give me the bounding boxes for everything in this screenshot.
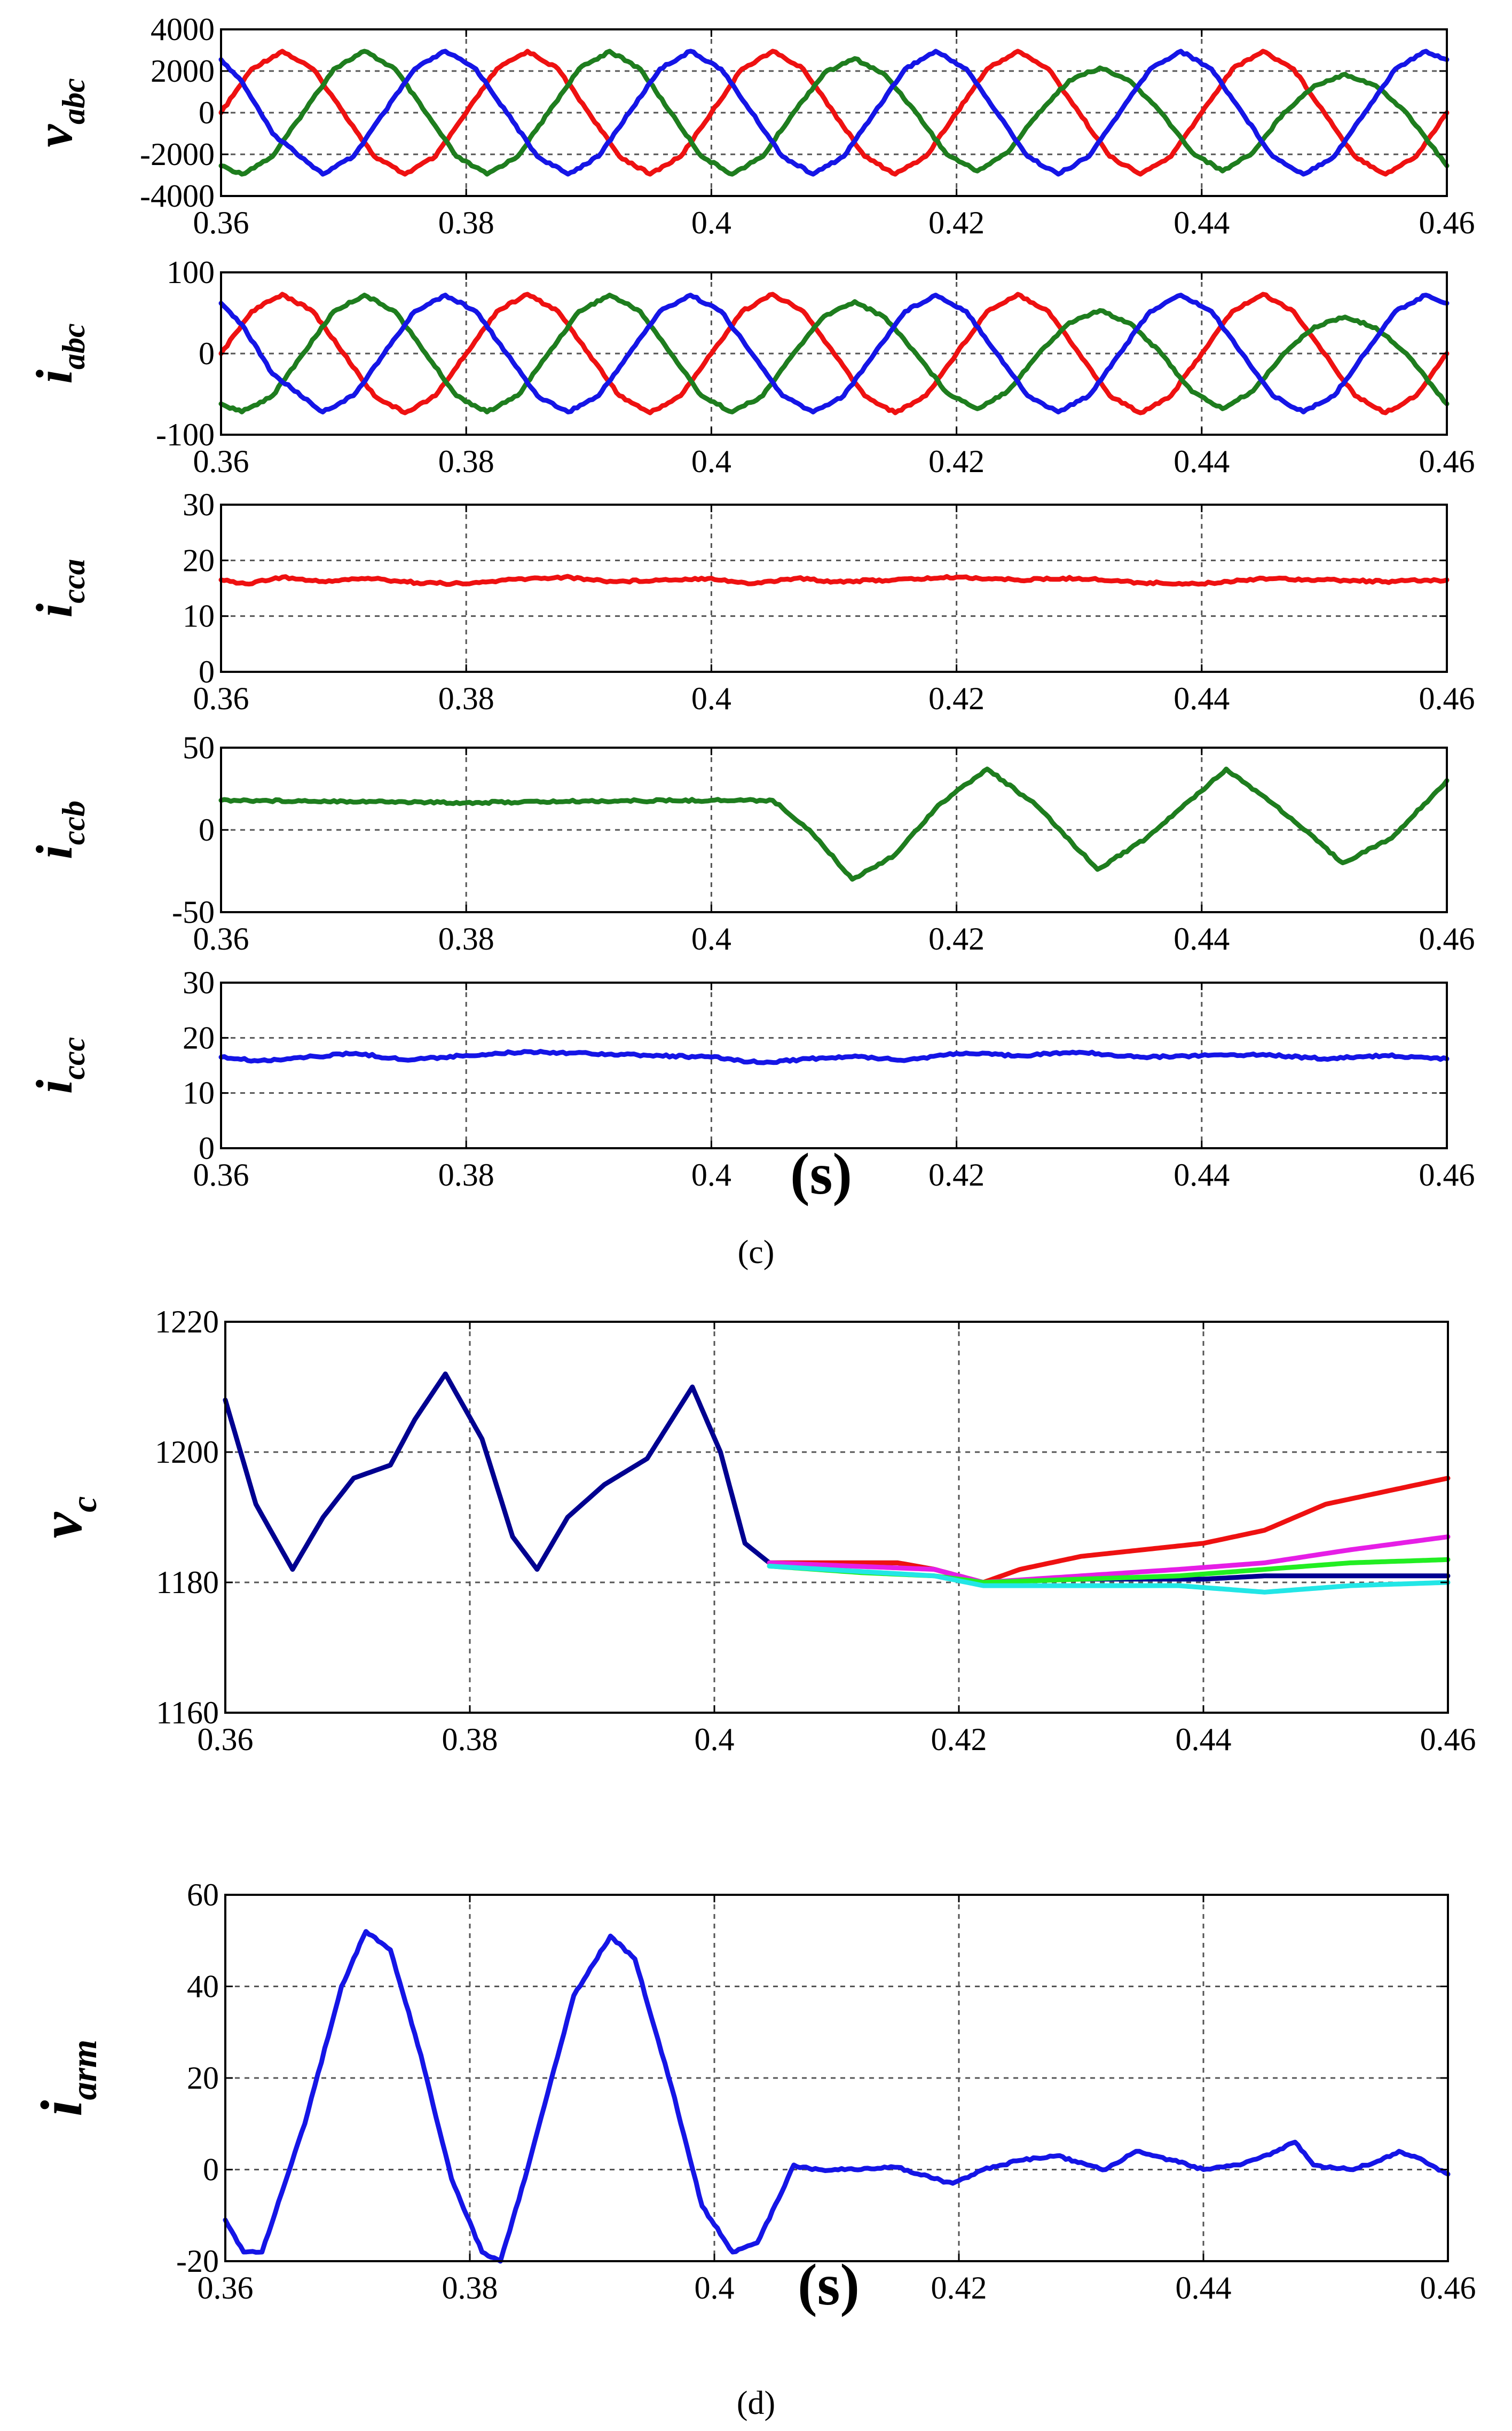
x-tick-label: 0.46 (1419, 205, 1475, 240)
y-tick-label: -50 (172, 895, 215, 930)
y-tick-label: 60 (187, 1877, 219, 1912)
caption-d: (d) (737, 2385, 775, 2421)
y-tick-label: 0 (199, 1131, 215, 1166)
x-tick-label: 0.38 (438, 921, 494, 956)
x-tick-label: 0.4 (695, 2270, 735, 2305)
y-tick-label: 4000 (151, 12, 215, 47)
x-tick-label: 0.44 (1176, 1722, 1232, 1757)
x-tick-label: 0.46 (1420, 1722, 1476, 1757)
x-tick-label: 0.42 (928, 205, 985, 240)
y-tick-label: 20 (183, 1020, 215, 1055)
x-tick-label: 0.44 (1174, 205, 1230, 240)
y-tick-label: 0 (199, 812, 215, 848)
y-tick-label: 20 (187, 2060, 219, 2096)
y-tick-label: 2000 (151, 53, 215, 89)
x-unit-label: (s) (790, 1141, 852, 1206)
x-tick-label: 0.38 (438, 205, 494, 240)
y-tick-label: 50 (183, 730, 215, 765)
y-tick-label: 10 (183, 599, 215, 634)
x-tick-label: 0.42 (928, 681, 985, 716)
y-tick-label: -20 (176, 2244, 219, 2279)
y-tick-label: 20 (183, 543, 215, 578)
x-tick-label: 0.38 (438, 681, 494, 716)
x-unit-label: (s) (798, 2252, 860, 2317)
x-tick-label: 0.4 (691, 1157, 731, 1193)
figure: (c) (d) 0.36 0.38 0.4 0.42 0.44 0.46400020000… (0, 0, 1512, 2431)
y-tick-label: 1200 (155, 1434, 219, 1470)
x-tick-label: 0.42 (931, 1722, 987, 1757)
x-tick-label: 0.44 (1174, 1157, 1230, 1193)
y-tick-label: -2000 (140, 137, 215, 172)
y-tick-label: 0 (203, 2152, 219, 2187)
x-tick-label: 0.4 (695, 1722, 735, 1757)
y-tick-label: 100 (167, 255, 215, 290)
x-tick-label: 0.4 (691, 681, 731, 716)
x-tick-label: 0.38 (438, 1157, 494, 1193)
x-tick-label: 0.46 (1419, 444, 1475, 479)
x-tick-label: 0.44 (1174, 681, 1230, 716)
y-tick-label: -4000 (140, 178, 215, 214)
y-tick-label: 1160 (156, 1695, 219, 1730)
x-tick-label: 0.46 (1419, 921, 1475, 956)
x-tick-label: 0.42 (928, 921, 985, 956)
y-tick-label: 0 (199, 95, 215, 130)
x-tick-label: 0.38 (438, 444, 494, 479)
caption-c: (c) (738, 1234, 775, 1271)
x-tick-label: 0.44 (1174, 921, 1230, 956)
x-tick-label: 0.4 (691, 921, 731, 956)
x-tick-label: 0.44 (1174, 444, 1230, 479)
x-tick-label: 0.38 (442, 2270, 498, 2305)
x-tick-label: 0.4 (691, 205, 731, 240)
y-tick-label: 0 (199, 336, 215, 371)
x-tick-label: 0.38 (442, 1722, 498, 1757)
y-tick-label: 30 (183, 487, 215, 522)
x-tick-label: 0.44 (1176, 2270, 1232, 2305)
x-tick-label: 0.42 (931, 2270, 987, 2305)
y-tick-label: -100 (156, 417, 215, 452)
y-tick-label: 30 (183, 965, 215, 1000)
y-tick-label: 10 (183, 1076, 215, 1111)
x-tick-label: 0.4 (691, 444, 731, 479)
y-tick-label: 40 (187, 1969, 219, 2004)
x-tick-label: 0.42 (928, 1157, 985, 1193)
y-tick-label: 0 (199, 654, 215, 689)
y-tick-label: 1180 (156, 1565, 219, 1600)
y-tick-label: 1220 (155, 1304, 219, 1339)
x-tick-label: 0.46 (1420, 2270, 1476, 2305)
x-tick-label: 0.46 (1419, 1157, 1475, 1193)
x-tick-label: 0.46 (1419, 681, 1475, 716)
x-tick-label: 0.42 (928, 444, 985, 479)
